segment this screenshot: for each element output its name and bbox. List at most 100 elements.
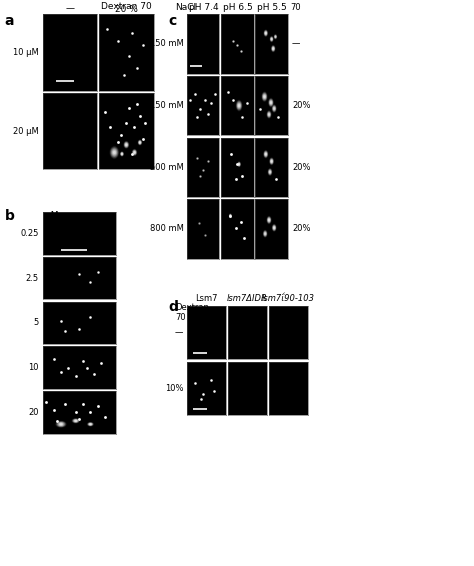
Circle shape	[273, 106, 276, 112]
Circle shape	[74, 420, 77, 422]
Circle shape	[230, 215, 231, 217]
Circle shape	[264, 151, 267, 157]
Circle shape	[267, 217, 271, 224]
Circle shape	[271, 37, 273, 41]
Circle shape	[268, 113, 270, 116]
Circle shape	[270, 158, 273, 164]
Text: 2.5: 2.5	[26, 274, 39, 282]
Circle shape	[112, 149, 117, 156]
Circle shape	[58, 422, 64, 426]
Text: 20 μM: 20 μM	[13, 127, 39, 135]
Text: 10 μM: 10 μM	[13, 48, 39, 57]
Circle shape	[269, 169, 272, 175]
Text: pH 7.4: pH 7.4	[189, 3, 218, 12]
Circle shape	[73, 419, 78, 422]
Circle shape	[270, 101, 272, 104]
Circle shape	[265, 152, 267, 156]
Circle shape	[265, 153, 266, 156]
Circle shape	[264, 232, 266, 235]
Circle shape	[121, 153, 123, 155]
Circle shape	[264, 231, 266, 236]
Circle shape	[238, 163, 240, 165]
Text: 10%: 10%	[165, 384, 183, 393]
Circle shape	[273, 226, 275, 230]
Circle shape	[126, 144, 127, 146]
Circle shape	[264, 31, 267, 36]
Circle shape	[271, 160, 273, 163]
Circle shape	[265, 153, 266, 155]
Circle shape	[230, 215, 231, 217]
Circle shape	[237, 101, 242, 110]
Circle shape	[270, 171, 271, 173]
Circle shape	[271, 38, 272, 40]
Circle shape	[134, 151, 136, 154]
Text: Lsm7: Lsm7	[195, 294, 218, 303]
Circle shape	[121, 153, 123, 155]
Circle shape	[74, 420, 78, 422]
Text: Dextran
70: Dextran 70	[175, 303, 209, 322]
Circle shape	[270, 158, 273, 164]
Text: Dextran 70: Dextran 70	[101, 2, 152, 11]
Circle shape	[238, 104, 240, 108]
Circle shape	[272, 46, 275, 52]
Circle shape	[133, 151, 136, 155]
Circle shape	[113, 150, 116, 155]
Circle shape	[270, 101, 272, 104]
Circle shape	[124, 142, 128, 148]
Circle shape	[262, 92, 267, 101]
Circle shape	[271, 160, 273, 162]
Text: 500 mM: 500 mM	[150, 163, 183, 171]
Text: 150 mM: 150 mM	[150, 40, 183, 48]
Text: —: —	[292, 40, 301, 48]
Circle shape	[275, 36, 276, 37]
Circle shape	[265, 153, 266, 155]
Circle shape	[267, 217, 271, 223]
Circle shape	[272, 46, 274, 51]
Text: 20%: 20%	[292, 163, 310, 171]
Circle shape	[273, 107, 275, 110]
Circle shape	[89, 423, 91, 425]
Text: 800 mM: 800 mM	[150, 225, 183, 233]
Circle shape	[125, 143, 128, 146]
Circle shape	[238, 162, 240, 166]
Circle shape	[263, 93, 266, 100]
Circle shape	[275, 36, 276, 37]
Circle shape	[238, 163, 240, 166]
Circle shape	[121, 153, 123, 155]
Circle shape	[268, 113, 270, 117]
Text: c: c	[168, 14, 176, 28]
Circle shape	[269, 100, 273, 106]
Circle shape	[111, 148, 117, 156]
Circle shape	[230, 215, 231, 217]
Circle shape	[89, 423, 92, 425]
Circle shape	[267, 112, 271, 117]
Circle shape	[139, 142, 141, 144]
Circle shape	[88, 423, 93, 426]
Circle shape	[264, 31, 267, 35]
Circle shape	[110, 147, 118, 158]
Circle shape	[238, 162, 240, 166]
Circle shape	[269, 170, 271, 173]
Circle shape	[114, 152, 115, 153]
Circle shape	[264, 231, 267, 237]
Circle shape	[264, 233, 265, 235]
Circle shape	[264, 31, 267, 36]
Text: a: a	[5, 14, 14, 28]
Text: 20%: 20%	[292, 101, 310, 110]
Text: 20 %: 20 %	[115, 5, 138, 14]
Circle shape	[139, 142, 141, 144]
Text: 5: 5	[34, 319, 39, 327]
Circle shape	[265, 32, 266, 35]
Circle shape	[274, 35, 276, 38]
Circle shape	[269, 170, 271, 174]
Circle shape	[265, 32, 267, 35]
Text: pH 6.5: pH 6.5	[223, 3, 252, 12]
Circle shape	[268, 113, 270, 115]
Circle shape	[58, 423, 64, 426]
Text: 10: 10	[28, 363, 39, 372]
Circle shape	[237, 103, 240, 108]
Circle shape	[125, 142, 128, 147]
Circle shape	[267, 111, 271, 118]
Circle shape	[264, 152, 267, 157]
Circle shape	[271, 161, 272, 162]
